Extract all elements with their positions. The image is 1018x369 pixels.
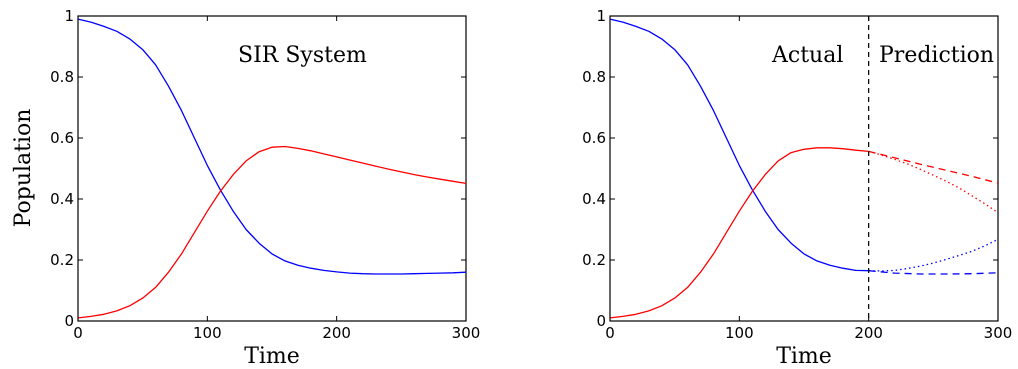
annotation-actual: Actual: [771, 43, 843, 68]
left-x-tick-label: 200: [322, 324, 351, 342]
left-x-tick-label: 0: [73, 324, 83, 342]
right-plot-frame: [609, 15, 999, 322]
right-series-line-5: [868, 150, 999, 214]
left-y-tick-label: 1: [64, 7, 74, 25]
right-y-tick-label: 0.2: [582, 251, 606, 269]
right-axis-ticks: 0 100 200 300 0 0.2 0.4 0.6 0.8 1: [582, 7, 1012, 342]
right-series-line-4: [868, 238, 999, 272]
right-x-tick-label: 300: [984, 324, 1013, 342]
left-series-group: [77, 18, 467, 319]
left-annotation-sir-system: SIR System: [238, 43, 367, 68]
left-y-tick-label: 0.8: [50, 68, 74, 86]
left-plot-frame: [77, 15, 467, 322]
left-y-tick-label: 0.2: [50, 251, 74, 269]
right-series-line-1: [609, 147, 869, 319]
right-x-tick-label: 100: [725, 324, 754, 342]
right-x-tick-label: 0: [605, 324, 615, 342]
right-series-line-3: [868, 150, 999, 184]
right-y-tick-label: 0.8: [582, 68, 606, 86]
left-y-tick-label: 0: [64, 312, 74, 330]
right-series-line-0: [609, 18, 869, 272]
left-series-line-1: [77, 145, 467, 319]
left-plot-panel: 0 100 200 300 0 0.2 0.4 0.6 0.8 1 SIR System Time…: [11, 7, 480, 369]
right-x-axis-label: Time: [776, 344, 832, 369]
left-axis-ticks: 0 100 200 300 0 0.2 0.4 0.6 0.8 1: [50, 7, 480, 342]
right-plot-panel: 0 100 200 300 0 0.2 0.4 0.6 0.8 1 Actual Predicti…: [582, 7, 1012, 369]
right-x-tick-label: 200: [854, 324, 883, 342]
left-x-axis-label: Time: [244, 344, 300, 369]
right-y-tick-label: 0.6: [582, 129, 606, 147]
right-y-tick-label: 1: [596, 7, 606, 25]
left-x-tick-label: 300: [452, 324, 481, 342]
right-series-group: [609, 18, 999, 319]
annotation-prediction: Prediction: [879, 43, 994, 68]
right-series-line-2: [868, 270, 999, 275]
left-y-tick-label: 0.4: [50, 190, 74, 208]
right-y-tick-label: 0.4: [582, 190, 606, 208]
left-y-axis-label: Population: [11, 109, 36, 228]
left-series-line-0: [77, 18, 467, 275]
right-y-tick-label: 0: [596, 312, 606, 330]
left-x-tick-label: 100: [193, 324, 222, 342]
left-y-tick-label: 0.6: [50, 129, 74, 147]
